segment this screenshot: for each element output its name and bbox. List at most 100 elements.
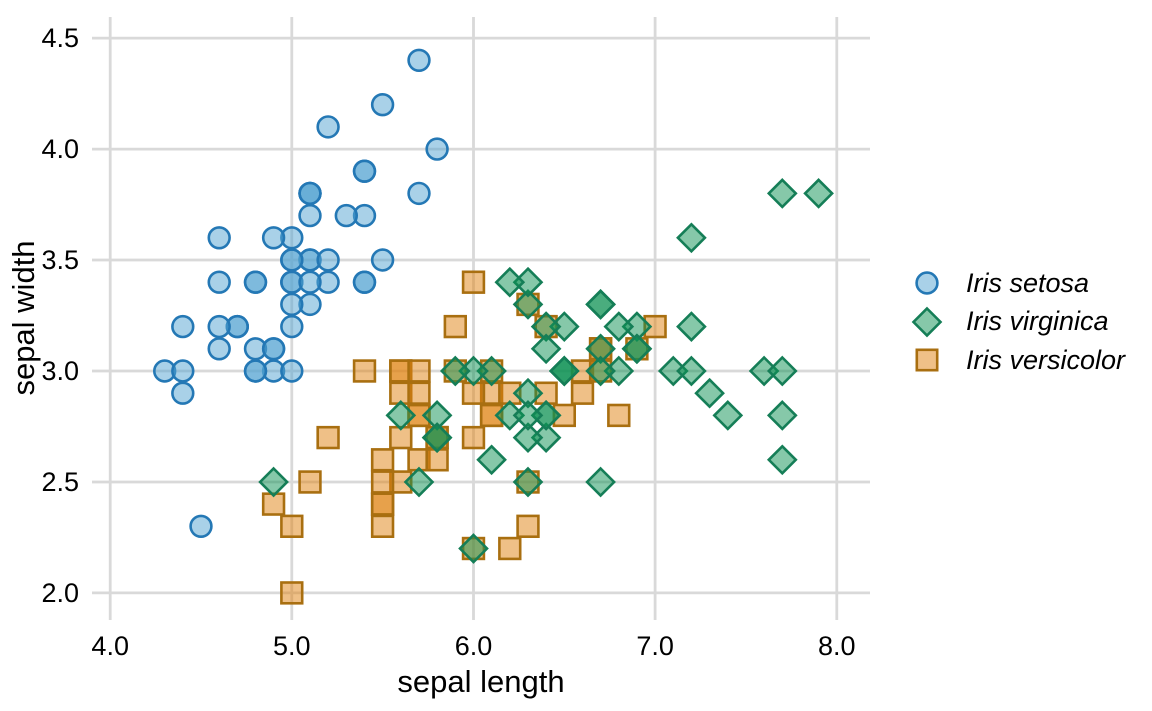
diamond-marker (530, 333, 562, 365)
circle-marker (189, 514, 213, 538)
diamond-marker (585, 355, 616, 387)
circle-marker (207, 226, 231, 250)
gridlines (92, 17, 870, 620)
x-tick-label: 7.0 (636, 631, 674, 661)
square-marker (370, 470, 395, 494)
diamond-marker (676, 355, 707, 387)
circle-marker (261, 226, 286, 250)
legend-diamond-swatch (911, 306, 943, 338)
legend-label-versicolor: Iris versicolor (966, 344, 1126, 375)
series-iris-virginica (258, 178, 834, 564)
legend-label-virginica: Iris virginica (966, 306, 1109, 337)
circle-marker (171, 314, 195, 339)
diamond-marker (439, 355, 471, 387)
diamond-marker (512, 400, 544, 431)
circle-marker (171, 381, 195, 405)
circle-marker (298, 181, 322, 206)
diamond-marker (803, 178, 834, 209)
circle-marker (334, 203, 358, 228)
circle-marker (370, 92, 395, 117)
diamond-marker (421, 422, 453, 453)
square-marker (280, 581, 304, 605)
legend-circle-swatch (915, 271, 939, 295)
legend-item-setosa: Iris setosa (910, 264, 1125, 303)
diamond-marker (585, 466, 616, 498)
square-marker (352, 359, 377, 383)
diamond-marker (766, 400, 798, 431)
diamond-marker (766, 355, 798, 387)
square-marker (498, 536, 522, 561)
square-marker (407, 381, 431, 405)
y-tick-label: 2.0 (41, 578, 79, 608)
diamond-marker (494, 266, 526, 298)
diamond-marker (694, 377, 725, 409)
circle-marker (261, 337, 286, 361)
square-marker (443, 314, 467, 339)
diamond-marker (258, 466, 289, 498)
square-marker (316, 425, 340, 450)
circle-marker (316, 115, 340, 139)
circle-marker (280, 292, 304, 317)
square-marker (370, 448, 395, 472)
circle-marker (280, 248, 304, 272)
tick-labels: 4.0 5.0 6.0 7.0 8.0 2.0 2.5 3.0 3.5 4.0 4.5 (41, 23, 855, 661)
circle-marker (207, 270, 231, 294)
square-marker (607, 403, 631, 428)
circle-marker (280, 359, 304, 383)
circle-marker (298, 203, 322, 228)
diamond-marker (548, 355, 580, 387)
y-tick-label: 3.0 (41, 356, 79, 386)
circle-marker (352, 270, 377, 294)
diamond-marker (766, 444, 798, 476)
diamond-marker (676, 311, 707, 342)
x-axis-title: sepal length (397, 664, 565, 699)
square-marker (461, 270, 486, 294)
square-marker (516, 514, 540, 539)
series-iris-setosa (153, 48, 449, 538)
diamond-marker-icon (911, 306, 943, 338)
x-tick-label: 6.0 (455, 631, 493, 661)
circle-marker-icon (915, 271, 939, 295)
square-marker (298, 470, 322, 494)
diamond-marker (676, 222, 707, 254)
diamond-marker (712, 400, 744, 431)
square-marker (370, 514, 395, 539)
circle-marker (298, 270, 322, 294)
y-tick-label: 3.5 (41, 245, 79, 275)
legend: Iris setosa Iris virginica Iris versicol… (910, 264, 1125, 380)
diamond-marker (403, 466, 435, 498)
diamond-marker (603, 311, 635, 342)
square-marker (280, 514, 304, 539)
circle-marker (425, 137, 449, 161)
circle-marker (407, 181, 431, 206)
diamond-marker (766, 178, 798, 209)
diamond-marker (621, 333, 653, 365)
y-tick-label: 4.5 (41, 23, 79, 53)
diamond-marker (512, 289, 544, 320)
y-tick-label: 4.0 (41, 134, 79, 164)
circle-marker (207, 314, 231, 339)
diamond-marker (585, 289, 616, 320)
circle-marker (370, 248, 395, 272)
square-marker-icon (915, 348, 939, 372)
diamond-marker (512, 422, 544, 453)
circle-marker (243, 270, 268, 294)
diamond-marker (512, 466, 544, 498)
legend-label-setosa: Iris setosa (966, 267, 1090, 298)
circle-marker (316, 248, 340, 272)
y-tick-label: 2.5 (41, 467, 79, 497)
diamond-marker (458, 533, 489, 564)
x-tick-label: 8.0 (818, 631, 856, 661)
diamond-marker (476, 444, 507, 476)
legend-square-swatch (915, 348, 939, 372)
circle-marker (352, 159, 377, 183)
square-marker (407, 359, 431, 383)
square-marker (570, 381, 595, 405)
x-tick-label: 4.0 (91, 631, 129, 661)
y-axis-title: sepal width (6, 240, 41, 396)
circle-marker (407, 48, 431, 73)
legend-item-virginica: Iris virginica (910, 303, 1125, 342)
square-marker (461, 425, 486, 450)
